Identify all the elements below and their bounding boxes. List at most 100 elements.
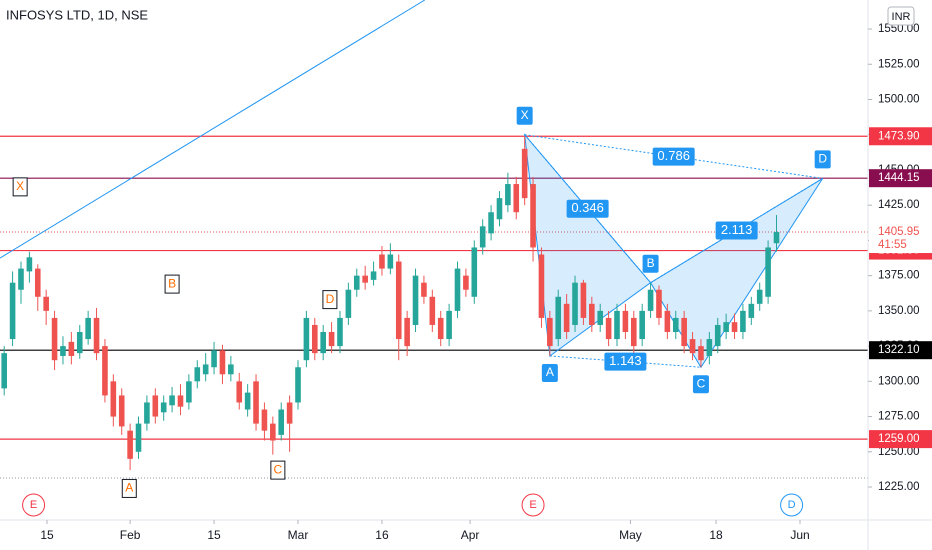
candle-body: [664, 310, 671, 333]
candle-body: [605, 317, 612, 340]
pattern-point-box: [692, 375, 709, 394]
candle-body: [530, 184, 536, 248]
candle-body: [513, 184, 520, 213]
candle-body: [362, 275, 368, 283]
y-tick-label: 1350.00: [878, 305, 920, 317]
candle-body: [706, 339, 713, 356]
candle-body: [303, 317, 310, 361]
candle-body: [211, 350, 217, 368]
candle-body: [144, 402, 150, 424]
candle-body: [228, 364, 234, 375]
candle-body: [202, 364, 209, 375]
candle-body: [412, 275, 419, 325]
level-badge: [869, 341, 932, 360]
y-tick-label: 1225.00: [878, 481, 920, 493]
candle-body: [765, 247, 771, 297]
x-tick-label: Mar: [288, 528, 309, 542]
event-label: D: [788, 499, 796, 511]
candle-body: [589, 303, 595, 325]
candle-body: [102, 346, 108, 396]
candle-body: [320, 332, 326, 354]
plot-area: 0.786 0.346 1.143 2.113 X A B C D X B D A C E E D: [0, 0, 868, 517]
candle-body: [34, 268, 41, 297]
candle-body: [538, 254, 545, 318]
candle-body: [118, 395, 125, 427]
marker-label: X: [16, 179, 24, 193]
candle-body: [219, 350, 226, 375]
level-label: 1444.15: [878, 172, 920, 184]
marker-box: [164, 274, 180, 294]
x-tick-label: 15: [40, 528, 54, 542]
marker-label: C: [274, 462, 283, 476]
marker-box: [12, 177, 28, 197]
ratio-label: 0.786: [657, 148, 690, 163]
candle-body: [278, 409, 285, 435]
chart-title: INFOSYS LTD, 1D, NSE: [6, 7, 148, 22]
candle-body: [773, 232, 780, 244]
x-tick-label: May: [619, 528, 642, 542]
candle-body: [572, 282, 578, 325]
candle-body: [547, 317, 553, 347]
candle-body: [647, 289, 654, 311]
candle-body: [9, 282, 16, 340]
ratio-label: 2.113: [721, 222, 753, 237]
candle-body: [748, 303, 755, 318]
y-tick-label: 1550.00: [878, 23, 920, 35]
last-price-label: 1405.95: [878, 226, 920, 238]
level-badge: [869, 127, 932, 146]
candle-body: [463, 275, 469, 290]
candle-body: [76, 332, 83, 354]
x-tick-label: Jun: [790, 528, 809, 542]
candle-body: [580, 282, 587, 318]
x-tick-label: Feb: [120, 528, 141, 542]
candle-body: [395, 261, 402, 340]
trend-line: [0, 0, 426, 259]
ratio-box: [566, 199, 609, 218]
candle-body: [337, 317, 343, 347]
candle-body: [43, 296, 49, 311]
candle-body: [311, 324, 318, 354]
marker-label: B: [168, 276, 176, 290]
candle-body: [714, 324, 721, 347]
candle-body: [328, 332, 335, 347]
axes: 1225.001250.001275.001300.001325.001350.…: [40, 23, 932, 542]
candle-body: [177, 395, 184, 407]
event-marker: [780, 493, 804, 517]
candle-body: [454, 268, 461, 311]
pattern-point-box: [516, 106, 533, 125]
candle-body: [345, 289, 352, 318]
candle-body: [194, 367, 201, 382]
y-tick-label: 1300.00: [878, 375, 920, 387]
candle-body: [404, 317, 410, 347]
candle-body: [731, 322, 738, 333]
candle-body: [555, 296, 562, 340]
candle-body: [479, 226, 486, 248]
candle-body: [286, 402, 293, 424]
candle-body: [270, 423, 276, 441]
candle-body: [379, 254, 385, 269]
candle-body: [723, 322, 729, 333]
marker-box: [121, 478, 137, 498]
currency-button[interactable]: [887, 6, 915, 26]
y-tick-label: 1525.00: [878, 58, 920, 70]
candle-body: [740, 310, 746, 333]
ratio-label: 0.346: [571, 200, 604, 215]
candle-body: [756, 289, 763, 304]
candle-body: [370, 271, 377, 280]
x-tick-label: 15: [207, 528, 221, 542]
y-tick-label: 1275.00: [878, 411, 920, 423]
x-tick-label: 18: [709, 528, 723, 542]
candle-body: [68, 341, 75, 356]
y-tick-label: 1500.00: [878, 94, 920, 106]
ratio-box: [604, 352, 647, 371]
level-badge: [869, 169, 932, 188]
candle-body: [597, 310, 604, 325]
candle-body: [253, 381, 259, 424]
currency[interactable]: INR: [892, 11, 911, 23]
candle-body: [622, 310, 629, 333]
candle-body: [93, 317, 100, 354]
x-tick-label: Apr: [461, 528, 480, 542]
candle-body: [496, 198, 503, 220]
pattern-point-box: [541, 363, 558, 382]
